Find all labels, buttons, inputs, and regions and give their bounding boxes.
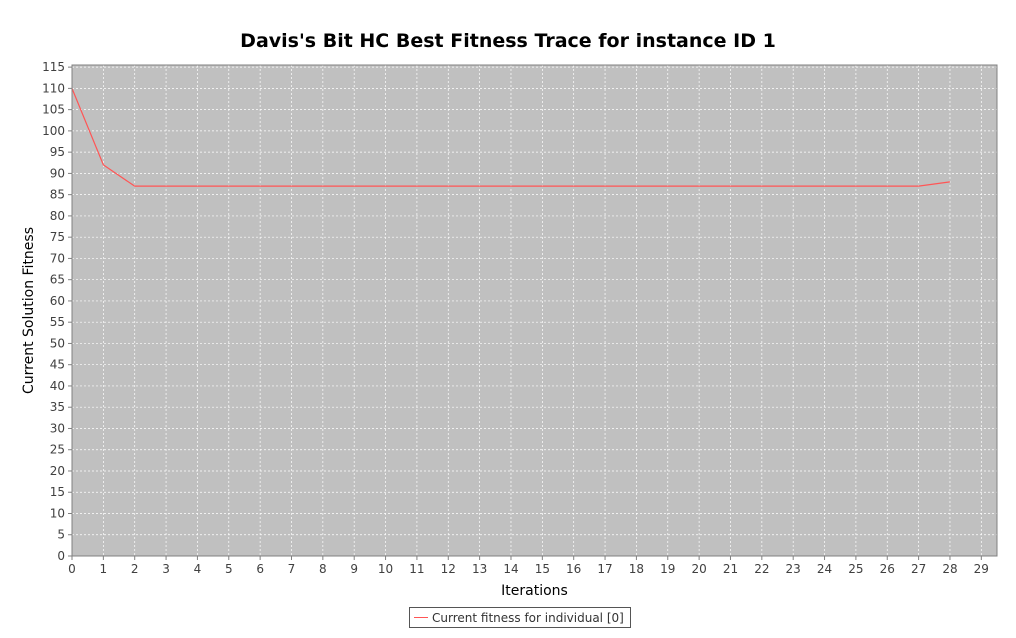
y-tick-label: 95 [50,145,65,159]
x-tick-label: 24 [817,562,832,576]
x-tick-label: 3 [162,562,170,576]
y-tick-label: 35 [50,400,65,414]
chart-title: Davis's Bit HC Best Fitness Trace for in… [240,30,776,52]
x-tick-label: 11 [409,562,424,576]
y-tick-label: 60 [50,294,65,308]
y-tick-label: 90 [50,166,65,180]
axes: 0 1 2 3 4 5 6 7 8 9 10 11 12 13 14 15 16 17 18 19 20 21 22 23 24… [42,60,989,576]
x-tick-label: 4 [194,562,202,576]
plot-frame [71,64,998,557]
x-tick-label: 26 [880,562,895,576]
x-tick-label: 8 [319,562,327,576]
x-tick-label: 5 [225,562,233,576]
gridlines [71,65,997,557]
legend-label: Current fitness for individual [0] [432,610,624,625]
x-tick-label: 17 [597,562,612,576]
x-tick-label: 23 [786,562,801,576]
legend-swatch [414,617,428,618]
series-layer [71,88,951,187]
y-tick-label: 45 [50,358,65,372]
y-tick-label: 75 [50,230,65,244]
x-tick-label: 6 [256,562,264,576]
y-tick-label: 25 [50,443,65,457]
y-tick-label: 80 [50,209,65,223]
y-tick-label: 20 [50,464,65,478]
y-tick-label: 110 [42,81,65,95]
y-tick-label: 105 [42,103,65,117]
x-tick-label: 27 [911,562,926,576]
x-tick-label: 16 [566,562,581,576]
x-tick-label: 22 [754,562,769,576]
y-tick-label: 10 [50,506,65,520]
y-tick-label: 5 [57,528,65,542]
x-tick-label: 18 [629,562,644,576]
y-tick-label: 0 [57,549,65,563]
y-tick-label: 70 [50,251,65,265]
x-tick-label: 25 [848,562,863,576]
x-tick-label: 14 [503,562,518,576]
x-tick-label: 12 [441,562,456,576]
y-axis-label: Current Solution Fitness [21,227,37,394]
y-tick-label: 15 [50,485,65,499]
x-tick-label: 13 [472,562,487,576]
y-tick-label: 55 [50,315,65,329]
y-tick-label: 100 [42,124,65,138]
x-tick-label: 29 [974,562,989,576]
x-tick-label: 28 [942,562,957,576]
y-tick-label: 50 [50,336,65,350]
y-tick-label: 30 [50,421,65,435]
x-axis-label: Iterations [501,583,568,599]
y-tick-label: 115 [42,60,65,74]
x-tick-label: 19 [660,562,675,576]
y-tick-label: 65 [50,273,65,287]
x-tick-label: 7 [288,562,296,576]
x-tick-label: 21 [723,562,738,576]
x-tick-label: 1 [100,562,108,576]
x-tick-label: 0 [68,562,76,576]
x-tick-label: 20 [691,562,706,576]
plot-area [72,65,997,556]
series-line [71,88,951,187]
x-tick-label: 2 [131,562,139,576]
legend: Current fitness for individual [0] [409,607,631,628]
x-tick-label: 9 [350,562,358,576]
y-tick-label: 85 [50,188,65,202]
x-tick-label: 15 [535,562,550,576]
x-tick-label: 10 [378,562,393,576]
y-tick-label: 40 [50,379,65,393]
